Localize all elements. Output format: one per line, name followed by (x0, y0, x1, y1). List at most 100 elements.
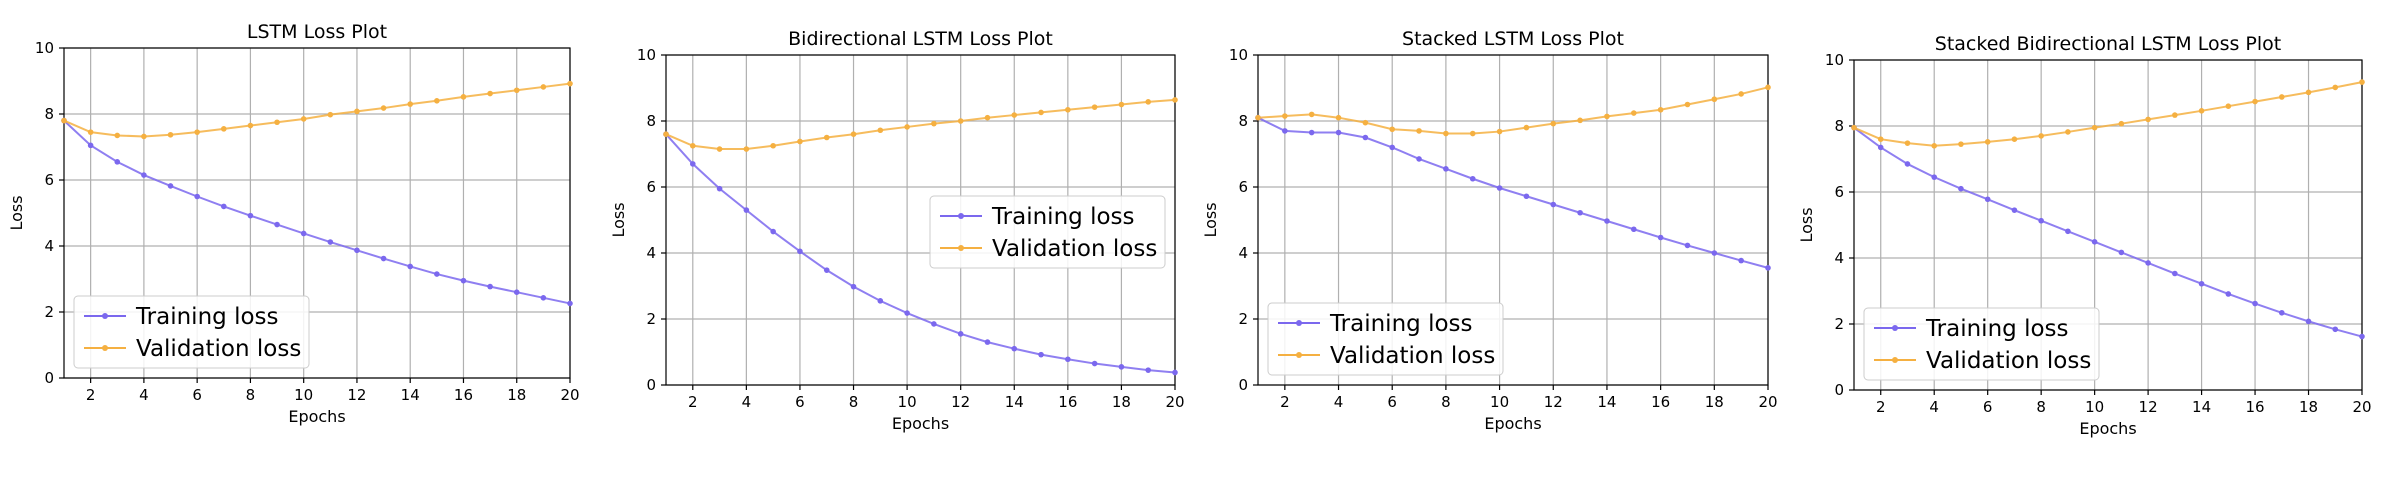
data-point-training (957, 331, 964, 337)
data-point-validation (2145, 116, 2151, 123)
x-tick-label: 14 (1005, 393, 1024, 411)
data-point-validation (2252, 98, 2258, 105)
data-point-validation (663, 131, 669, 137)
legend-label-training: Training loss (1329, 311, 1473, 337)
data-point-validation (904, 124, 910, 130)
data-point-validation (194, 129, 200, 135)
x-axis-label: Epochs (288, 407, 345, 426)
data-point-training (1958, 185, 1964, 192)
x-tick-label: 8 (246, 386, 256, 404)
data-point-validation (2198, 108, 2205, 114)
data-point-validation (2359, 79, 2365, 85)
x-tick-label: 12 (1544, 393, 1563, 411)
data-point-validation (1984, 139, 1991, 145)
legend-label-training: Training loss (991, 204, 1135, 230)
data-point-validation (1011, 112, 1018, 118)
chart-panel-2: 2 4 6 8 10 12 14 16 18 20 0 2 4 6 8 10 Bidirectional LST… (609, 28, 1185, 433)
data-point-training (1604, 218, 1610, 224)
x-tick-label: 10 (294, 386, 313, 404)
data-point-training (1118, 364, 1125, 370)
y-tick-label: 8 (44, 105, 54, 123)
x-tick-label: 14 (1597, 393, 1616, 411)
y-tick-label: 10 (1825, 51, 1844, 69)
plot-frame (1853, 59, 2363, 391)
data-point-validation (1657, 106, 1664, 113)
chart-title: Stacked LSTM Loss Plot (1402, 28, 1624, 50)
data-point-training (904, 310, 910, 316)
y-tick-label: 0 (1238, 376, 1248, 394)
data-point-training (1765, 265, 1771, 271)
data-point-validation (797, 138, 803, 145)
legend-box (929, 195, 1166, 269)
y-tick-label: 4 (1238, 244, 1248, 262)
data-point-training (114, 159, 121, 165)
series-line-training (1257, 116, 1769, 269)
data-point-validation (247, 122, 254, 129)
legend-label-validation: Validation loss (1330, 343, 1495, 369)
x-tick-label: 16 (1651, 393, 1670, 411)
data-point-training (1931, 174, 1938, 180)
legend-marker-validation (1892, 357, 1898, 363)
data-point-validation (1550, 120, 1557, 127)
y-axis-label: Loss (1201, 202, 1220, 237)
data-point-training (513, 289, 520, 296)
data-point-training (1389, 144, 1396, 151)
data-point-validation (1931, 143, 1938, 149)
data-point-validation (1362, 119, 1369, 126)
data-point-validation (1577, 117, 1583, 124)
legend-marker-validation (958, 245, 964, 251)
data-point-training (2359, 333, 2365, 340)
data-point-validation (220, 126, 227, 132)
chart-panel-1: 2 4 6 8 10 12 14 16 18 20 0 2 4 6 8 10 LSTM Loss Plot Epo… (7, 21, 580, 426)
y-tick-label: 2 (44, 303, 54, 321)
data-point-training (2065, 228, 2071, 235)
data-point-training (1335, 129, 1342, 136)
legend-label-validation: Validation loss (992, 236, 1157, 262)
data-point-training (1443, 166, 1449, 172)
data-point-training (300, 230, 307, 237)
legend-label-validation: Validation loss (136, 336, 301, 362)
data-point-validation (957, 118, 964, 124)
plot-frame (665, 54, 1176, 386)
data-point-validation (2065, 129, 2071, 135)
y-tick-label: 4 (44, 237, 54, 255)
x-tick-label: 16 (1058, 393, 1077, 411)
x-tick-label: 6 (1983, 398, 1993, 416)
y-tick-label: 4 (646, 244, 656, 262)
legend-label-validation: Validation loss (1926, 348, 2091, 374)
x-tick-label: 12 (951, 393, 970, 411)
data-point-validation (114, 132, 121, 139)
x-tick-label: 16 (454, 386, 473, 404)
legend: Training loss Validation loss (1863, 307, 2100, 381)
y-tick-label: 2 (646, 310, 656, 328)
data-point-validation (2278, 94, 2285, 100)
x-tick-label: 12 (2139, 398, 2158, 416)
data-point-validation (167, 131, 174, 138)
data-point-training (2011, 207, 2018, 213)
x-tick-label: 18 (1705, 393, 1724, 411)
legend-marker-training (1296, 320, 1302, 326)
data-point-validation (2172, 112, 2178, 118)
data-point-training (2305, 318, 2312, 325)
data-point-training (2038, 217, 2044, 224)
data-point-validation (460, 94, 467, 100)
data-point-training (2278, 309, 2285, 316)
x-tick-label: 12 (347, 386, 366, 404)
data-point-training (1065, 356, 1071, 363)
legend-marker-validation (102, 345, 108, 351)
series-line-validation (1257, 86, 1769, 135)
data-point-training (1523, 193, 1530, 200)
x-tick-label: 8 (2036, 398, 2046, 416)
data-point-validation (2011, 136, 2018, 142)
data-point-validation (407, 101, 414, 107)
series-line-training (665, 133, 1176, 374)
data-point-training (1091, 360, 1098, 367)
data-point-training (167, 183, 174, 189)
data-point-training (1496, 185, 1503, 191)
y-tick-label: 10 (1229, 46, 1248, 64)
x-tick-label: 4 (139, 386, 149, 404)
data-point-validation (2118, 120, 2125, 127)
x-tick-label: 14 (2192, 398, 2211, 416)
data-point-training (716, 185, 723, 192)
data-point-validation (1469, 130, 1476, 137)
